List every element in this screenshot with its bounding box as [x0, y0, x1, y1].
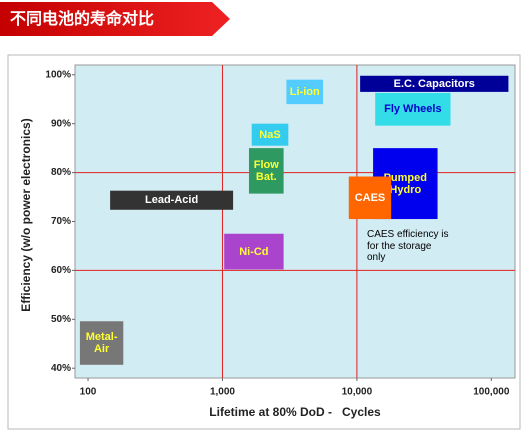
region-label: Pumped Hydro: [383, 171, 427, 196]
y-tick-label: 80%: [51, 167, 71, 178]
region-label: Flow Bat.: [253, 158, 279, 183]
region-label: Li-ion: [289, 85, 320, 98]
y-tick-label: 70%: [51, 216, 71, 227]
y-tick-label: 40%: [51, 363, 71, 374]
region-label: E.C. Capacitors: [393, 77, 475, 90]
y-axis-label: Efficiency (w/o power electronics): [19, 118, 33, 311]
header-banner: [0, 2, 230, 36]
x-tick-label: 1,000: [210, 387, 235, 398]
region-label: Lead-Acid: [145, 194, 199, 207]
region-label: Ni-Cd: [239, 245, 269, 258]
y-tick-label: 100%: [45, 69, 71, 80]
region-label-box: Li-ion: [289, 85, 320, 98]
region-label-box: Lead-Acid: [145, 194, 199, 207]
region-label-box: Flow Bat.: [253, 158, 279, 183]
annotation-box: CAES efficiency is for the storage only: [367, 229, 449, 263]
region-label: CAES: [354, 191, 386, 204]
x-tick-label: 100,000: [473, 387, 510, 398]
y-tick-label: 60%: [51, 265, 71, 276]
x-tick-label: 100: [80, 387, 97, 398]
region-label: Metal-Air: [85, 330, 118, 356]
region: [286, 79, 324, 105]
x-axis-label: Lifetime at 80% DoD - Cycles: [209, 405, 381, 419]
region: [110, 190, 234, 210]
annotation: CAES efficiency is for the storage only: [367, 229, 449, 263]
region: [360, 75, 509, 92]
region-label-box: Pumped Hydro: [383, 171, 427, 196]
region: [251, 123, 289, 146]
region: [248, 148, 284, 194]
region: [79, 321, 124, 365]
region-label-box: Metal-Air: [85, 330, 118, 356]
region-label-box: Ni-Cd: [239, 245, 269, 258]
x-tick-label: 10,000: [342, 387, 373, 398]
region-label-box: E.C. Capacitors: [393, 77, 475, 90]
region-label-box: NaS: [259, 128, 281, 141]
region-label: NaS: [259, 128, 281, 141]
region-label-box: Fly Wheels: [384, 103, 442, 116]
region: [348, 176, 392, 220]
region: [224, 233, 284, 270]
region-label: Fly Wheels: [384, 103, 442, 116]
y-tick-label: 90%: [51, 118, 71, 129]
region: [375, 92, 451, 126]
header-title: 不同电池的寿命对比: [10, 9, 154, 28]
y-tick-label: 50%: [51, 314, 71, 325]
region-label-box: CAES: [354, 191, 386, 204]
